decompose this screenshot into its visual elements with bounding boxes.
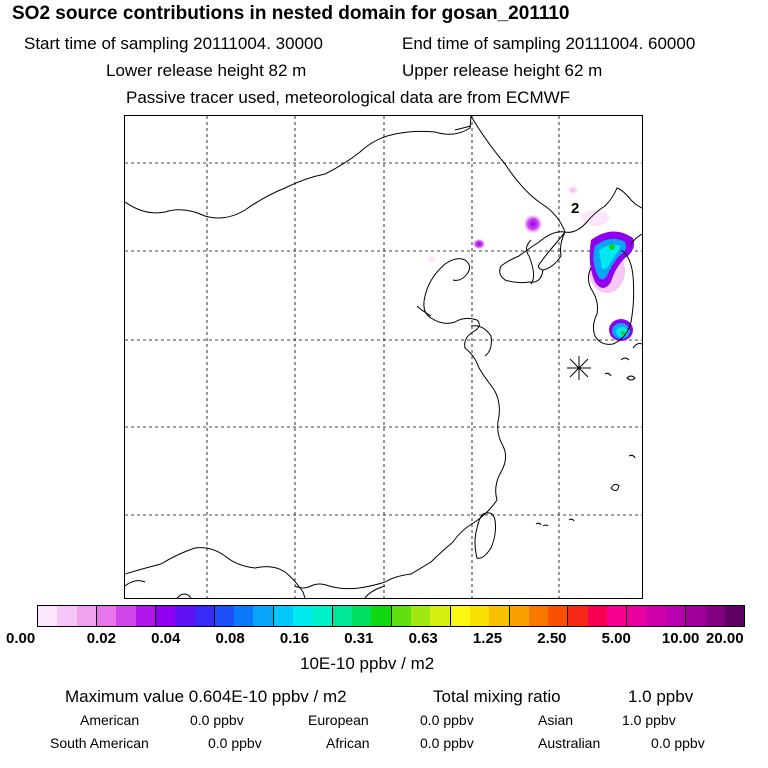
plume-violet bbox=[473, 239, 485, 249]
colorbar-swatch bbox=[548, 606, 569, 626]
plume-korea-core bbox=[599, 244, 621, 270]
colorbar-swatch bbox=[607, 606, 628, 626]
colorbar-swatch bbox=[76, 606, 97, 626]
region-value-australian: 0.0 ppbv bbox=[651, 735, 705, 751]
colorbar-swatch bbox=[469, 606, 490, 626]
colorbar-units: 10E-10 ppbv / m2 bbox=[300, 654, 435, 673]
plume-faint bbox=[567, 185, 579, 195]
coastlines bbox=[125, 116, 642, 598]
contour-label: 2 bbox=[571, 200, 579, 217]
colorbar-swatch bbox=[646, 606, 666, 626]
start-time-label: Start time of sampling 20111004. 30000 bbox=[24, 34, 323, 53]
plume-korea-peak bbox=[609, 244, 615, 250]
plume-faint bbox=[427, 256, 435, 262]
region-value-south-american: 0.0 ppbv bbox=[208, 735, 262, 751]
region-value-asian: 1.0 ppbv bbox=[622, 712, 676, 728]
colorbar-swatch bbox=[194, 606, 215, 626]
colorbar-swatch bbox=[391, 606, 411, 626]
colorbar-tick-label: 0.16 bbox=[279, 630, 310, 647]
colorbar-swatch bbox=[293, 606, 313, 626]
region-name-australian: Australian bbox=[538, 735, 601, 751]
colorbar-tick-label: 20.00 bbox=[706, 630, 744, 647]
colorbar-tick-label: 2.50 bbox=[537, 630, 567, 647]
lat-lon-grid bbox=[125, 116, 642, 598]
colorbar-swatch bbox=[273, 606, 294, 626]
map-panel: 2 bbox=[124, 115, 643, 599]
colorbar-tick-label: 5.00 bbox=[601, 630, 631, 647]
colorbar-swatch bbox=[489, 606, 510, 626]
plume-violet bbox=[524, 215, 542, 233]
colorbar-swatch bbox=[509, 606, 529, 626]
end-time-label: End time of sampling 20111004. 60000 bbox=[402, 34, 696, 53]
colorbar-swatch bbox=[450, 606, 470, 626]
region-name-european: European bbox=[308, 712, 369, 728]
region-value-european: 0.0 ppbv bbox=[420, 712, 474, 728]
colorbar-swatch bbox=[214, 606, 235, 626]
colorbar-swatch bbox=[627, 606, 647, 626]
colorbar-swatch bbox=[38, 606, 58, 626]
region-name-south-american: South American bbox=[50, 735, 149, 751]
region-name-american: American bbox=[80, 712, 140, 728]
colorbar-tick-label: 0.04 bbox=[151, 630, 181, 647]
plume-faint bbox=[581, 210, 609, 226]
total-mixing-ratio-label: Total mixing ratio bbox=[433, 687, 561, 706]
plume-contours bbox=[427, 185, 634, 341]
upper-release-height: Upper release height 62 m bbox=[402, 61, 603, 80]
colorbar-swatch bbox=[253, 606, 274, 626]
colorbar-swatch bbox=[57, 606, 77, 626]
colorbar-swatch bbox=[666, 606, 687, 626]
colorbar-swatch bbox=[155, 606, 176, 626]
colorbar-swatch bbox=[371, 606, 392, 626]
colorbar-swatch bbox=[332, 606, 352, 626]
map-canvas: 2 bbox=[125, 116, 642, 598]
plume-south-peak bbox=[621, 331, 625, 335]
colorbar-swatch bbox=[175, 606, 195, 626]
region-value-african: 0.0 ppbv bbox=[420, 735, 474, 751]
region-name-asian: Asian bbox=[538, 712, 574, 728]
colorbar-tick-label: 10.00 bbox=[661, 630, 700, 647]
colorbar-swatch bbox=[705, 606, 725, 626]
colorbar-tick-label: 0.00 bbox=[6, 630, 36, 647]
total-mixing-ratio-value: 1.0 ppbv bbox=[628, 687, 694, 706]
region-value-american: 0.0 ppbv bbox=[190, 712, 244, 728]
colorbar-swatch bbox=[352, 606, 372, 626]
colorbar-tick-label: 0.31 bbox=[344, 630, 374, 647]
colorbar-swatch bbox=[410, 606, 431, 626]
lower-release-height: Lower release height 82 m bbox=[106, 61, 307, 80]
colorbar-swatch bbox=[234, 606, 254, 626]
colorbar-tick-label: 0.02 bbox=[86, 630, 116, 647]
star-icon bbox=[567, 356, 591, 380]
tracer-note: Passive tracer used, meteorological data… bbox=[126, 88, 571, 107]
colorbar-swatch bbox=[568, 606, 588, 626]
colorbar-tick-label: 1.25 bbox=[472, 630, 503, 647]
colorbar-swatch bbox=[528, 606, 549, 626]
colorbar-swatch bbox=[587, 606, 608, 626]
plot-title: SO2 source contributions in nested domai… bbox=[12, 3, 570, 24]
colorbar bbox=[37, 605, 745, 627]
colorbar-swatch bbox=[135, 606, 156, 626]
colorbar-swatch bbox=[312, 606, 333, 626]
maximum-value: Maximum value 0.604E-10 ppbv / m2 bbox=[65, 687, 347, 706]
colorbar-swatch bbox=[430, 606, 451, 626]
colorbar-swatch bbox=[96, 606, 117, 626]
colorbar-tick-label: 0.08 bbox=[215, 630, 245, 647]
region-name-african: African bbox=[326, 735, 370, 751]
colorbar-swatch bbox=[724, 606, 745, 626]
colorbar-tick-label: 0.63 bbox=[408, 630, 438, 647]
colorbar-swatch bbox=[686, 606, 706, 626]
colorbar-swatch bbox=[116, 606, 136, 626]
